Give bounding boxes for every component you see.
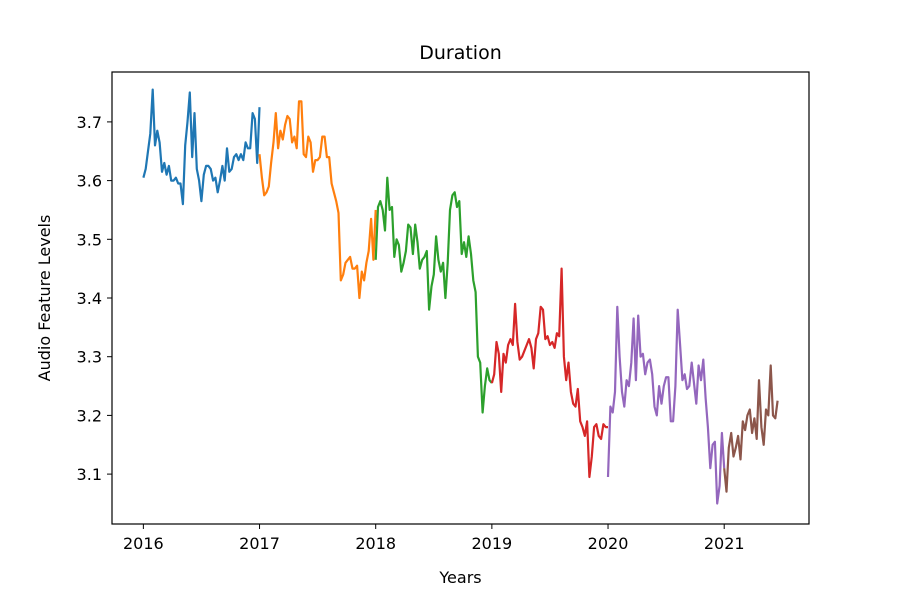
y-tick-label: 3.3	[77, 348, 102, 367]
x-tick-label: 2019	[472, 534, 513, 553]
y-axis-title: Audio Feature Levels	[35, 215, 54, 382]
series-line-2	[258, 100, 377, 300]
x-tick-label: 2018	[355, 534, 396, 553]
x-tick-label: 2021	[704, 534, 745, 553]
x-axis-ticks: 2016 2017 2018 2019 2020 2021	[123, 524, 745, 553]
y-tick-label: 3.1	[77, 465, 102, 484]
y-tick-label: 3.5	[77, 230, 102, 249]
y-tick-label: 3.7	[77, 113, 102, 132]
series-line-5	[606, 305, 726, 505]
series-line-6	[723, 364, 779, 493]
x-tick-label: 2017	[239, 534, 280, 553]
x-tick-label: 2016	[123, 534, 164, 553]
series-line-1	[142, 88, 261, 206]
y-axis-ticks: 3.1 3.2 3.3 3.4 3.5 3.6 3.7	[77, 113, 112, 484]
chart-title: Duration	[419, 42, 502, 64]
series-layer	[142, 88, 779, 505]
y-tick-label: 3.2	[77, 406, 102, 425]
x-tick-label: 2020	[588, 534, 629, 553]
x-axis-title: Years	[438, 568, 481, 587]
y-tick-label: 3.6	[77, 172, 102, 191]
series-line-3	[374, 176, 493, 414]
series-line-4	[490, 267, 608, 479]
y-tick-label: 3.4	[77, 289, 102, 308]
